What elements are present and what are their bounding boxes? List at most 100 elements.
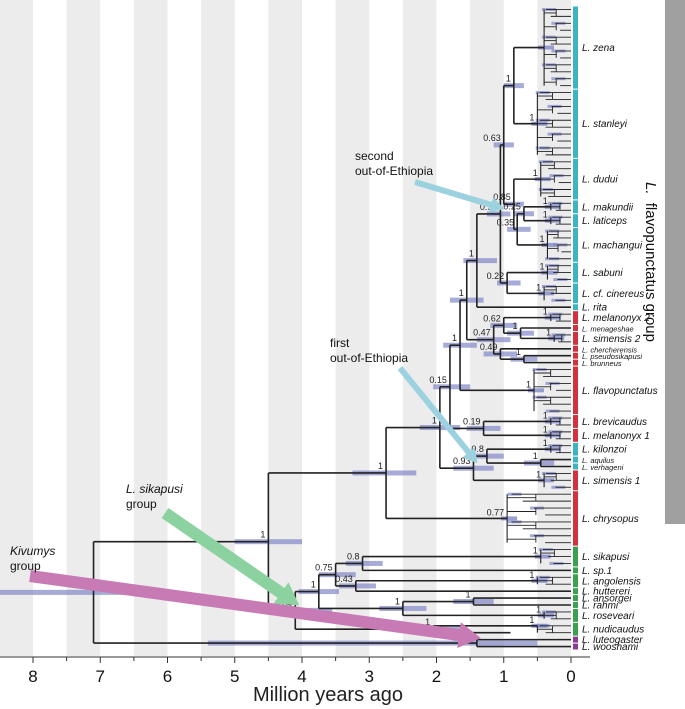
taxon-label: L. angolensis bbox=[582, 576, 641, 587]
node-support-label: 1 bbox=[529, 113, 534, 123]
node-support-label: 1 bbox=[311, 580, 316, 590]
node-support-label: 1 bbox=[533, 546, 538, 556]
annotation-text: group bbox=[10, 559, 41, 573]
x-tick-label: 7 bbox=[96, 667, 105, 686]
annotation-text: first bbox=[330, 336, 350, 350]
background-band bbox=[0, 0, 33, 656]
node-support-label: 0.8 bbox=[471, 444, 484, 454]
x-tick-label: 8 bbox=[28, 667, 37, 686]
clade-color-bar bbox=[573, 456, 578, 463]
node-support-label: 1 bbox=[543, 307, 548, 317]
node-support-label: 1 bbox=[536, 469, 541, 479]
node-support-label: 0.22 bbox=[487, 271, 505, 281]
hpd-bar bbox=[345, 560, 383, 566]
taxon-label: L. simensis 1 bbox=[582, 476, 640, 487]
clade-color-bar bbox=[573, 491, 578, 546]
annotation-arrow bbox=[397, 366, 478, 464]
node-support-label: 1 bbox=[533, 168, 538, 178]
clade-color-bar bbox=[573, 622, 578, 636]
clade-color-bar bbox=[573, 304, 578, 311]
taxon-label: L. stanleyi bbox=[582, 119, 628, 130]
taxon-label: L. wooshami bbox=[582, 642, 639, 653]
group-title-prefix: L. bbox=[642, 182, 659, 195]
clade-color-bar bbox=[573, 574, 578, 588]
hpd-bar bbox=[507, 226, 531, 232]
taxon-label: L. dudui bbox=[582, 175, 618, 186]
clade-color-bar bbox=[573, 366, 578, 415]
annotation-text: L. sikapusi bbox=[126, 482, 183, 496]
clade-color-bar bbox=[573, 262, 578, 283]
hpd-bar bbox=[528, 388, 545, 393]
clade-color-bar bbox=[573, 595, 578, 602]
taxon-label: L. sp.1 bbox=[582, 566, 612, 577]
annotation-text: second bbox=[355, 149, 394, 163]
clade-color-bar bbox=[573, 643, 578, 650]
clade-color-bar bbox=[573, 470, 578, 491]
taxon-label: L. nudicaudus bbox=[582, 625, 644, 636]
clade-color-bar bbox=[573, 428, 578, 442]
clade-color-bar bbox=[573, 214, 578, 228]
background-band bbox=[66, 0, 101, 656]
clade-color-bar bbox=[573, 200, 578, 214]
annotation-text: group bbox=[126, 497, 157, 511]
hpd-bar bbox=[538, 291, 555, 296]
clade-color-bar bbox=[573, 158, 578, 200]
node-support-label: 1 bbox=[432, 416, 437, 426]
clade-color-bar bbox=[573, 602, 578, 608]
clade-color-bar bbox=[573, 359, 578, 366]
group-title: L. flavopunctatus group bbox=[642, 182, 659, 342]
taxon-label: L. rita bbox=[582, 303, 607, 314]
x-tick-label: 6 bbox=[163, 667, 172, 686]
taxon-label: L. cf. cinereus bbox=[582, 289, 644, 300]
taxon-label: L. menageshae bbox=[582, 325, 634, 334]
node-support-label: 1 bbox=[465, 590, 470, 600]
clade-color-bar bbox=[573, 345, 578, 352]
clade-color-bar bbox=[573, 311, 578, 325]
node-support-label: 0.25 bbox=[503, 202, 521, 212]
taxon-label: L. melanonyx 1 bbox=[582, 431, 650, 442]
x-tick-label: 3 bbox=[365, 667, 374, 686]
node-support-label: 1 bbox=[516, 347, 521, 357]
taxon-label: L. flavopunctatus bbox=[582, 386, 658, 397]
node-support-label: 1 bbox=[543, 424, 548, 434]
background-band bbox=[335, 0, 370, 656]
background-band bbox=[268, 0, 302, 656]
node-support-label: 0.19 bbox=[463, 416, 481, 426]
node-support-label: 1 bbox=[260, 530, 265, 540]
taxon-label: L. chercherensis bbox=[582, 345, 637, 354]
node-support-label: 1 bbox=[539, 234, 544, 244]
node-support-label: 0.43 bbox=[335, 574, 353, 584]
hpd-bar bbox=[338, 583, 376, 589]
taxon-label: L. ansorgei bbox=[582, 594, 632, 605]
x-axis-title: Million years ago bbox=[253, 684, 403, 706]
hpd-bar bbox=[538, 45, 555, 50]
clade-color-bar bbox=[573, 442, 578, 456]
node-support-label: 1 bbox=[546, 327, 551, 337]
node-support-label: 1 bbox=[529, 615, 534, 625]
node-support-label: 1 bbox=[459, 288, 464, 298]
node-support-label: 1 bbox=[529, 570, 534, 580]
annotation-arrow bbox=[414, 179, 505, 213]
flavopunctatus-group-label: L. flavopunctatus group bbox=[642, 0, 685, 524]
hpd-bar bbox=[541, 242, 558, 247]
clade-color-bar bbox=[573, 6, 578, 89]
clade-color-bars bbox=[573, 6, 578, 650]
node-support-label: 1 bbox=[543, 438, 548, 448]
background-band bbox=[133, 0, 168, 656]
node-support-label: 1 bbox=[378, 461, 383, 471]
taxon-label: L. luteogaster bbox=[582, 635, 643, 646]
taxon-label: L. kilonzoi bbox=[582, 445, 627, 456]
node-support-label: 0.35 bbox=[497, 217, 515, 227]
clade-color-bar bbox=[573, 608, 578, 622]
node-support-label: 0.8 bbox=[347, 551, 360, 561]
node-support-label: 1 bbox=[543, 210, 548, 220]
group-bar bbox=[665, 0, 685, 524]
taxon-label: L. brevicaudus bbox=[582, 417, 647, 428]
taxon-label: L. zena bbox=[582, 43, 615, 54]
node-support-label: 1 bbox=[395, 596, 400, 606]
tree-branches bbox=[92, 9, 571, 648]
annotation-arrow bbox=[29, 570, 481, 648]
clade-color-bar bbox=[573, 463, 578, 470]
hpd-bar bbox=[538, 478, 555, 483]
clade-color-bar bbox=[573, 325, 578, 331]
